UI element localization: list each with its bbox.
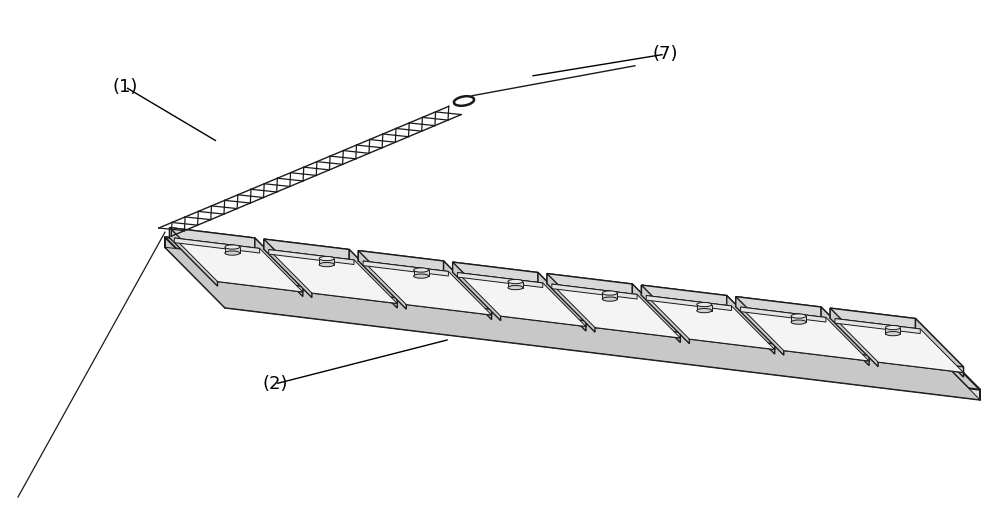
Polygon shape [641,285,727,306]
Polygon shape [821,307,869,366]
Ellipse shape [602,291,617,295]
Polygon shape [736,297,869,356]
Polygon shape [830,308,915,329]
Polygon shape [170,228,255,248]
Polygon shape [885,328,900,333]
Polygon shape [547,274,680,332]
Polygon shape [319,258,334,265]
Polygon shape [741,307,826,322]
Ellipse shape [225,245,240,249]
Polygon shape [646,296,732,310]
Ellipse shape [319,262,334,267]
Polygon shape [508,281,523,288]
Polygon shape [225,247,240,253]
Polygon shape [174,238,260,253]
Polygon shape [406,299,492,315]
Polygon shape [255,238,303,297]
Polygon shape [453,262,538,282]
Ellipse shape [319,256,334,260]
Polygon shape [689,333,775,349]
Polygon shape [165,237,225,308]
Polygon shape [264,239,397,298]
Ellipse shape [885,326,900,330]
Polygon shape [736,297,784,355]
Polygon shape [165,237,920,339]
Ellipse shape [414,274,429,278]
Polygon shape [414,270,429,276]
Text: (7): (7) [652,45,678,63]
Polygon shape [165,237,980,390]
Polygon shape [920,329,980,400]
Polygon shape [547,274,595,332]
Ellipse shape [508,286,523,290]
Polygon shape [358,250,444,271]
Ellipse shape [602,297,617,301]
Polygon shape [595,322,680,338]
Polygon shape [538,272,586,331]
Polygon shape [552,284,680,338]
Text: (1): (1) [112,78,138,96]
Polygon shape [444,261,492,320]
Ellipse shape [508,279,523,284]
Polygon shape [349,249,397,308]
Polygon shape [363,261,492,315]
Polygon shape [457,272,543,288]
Polygon shape [453,262,586,321]
Polygon shape [697,305,712,311]
Ellipse shape [225,251,240,255]
Polygon shape [835,319,920,333]
Polygon shape [602,293,617,299]
Polygon shape [736,297,821,317]
Polygon shape [646,296,775,349]
Polygon shape [830,308,878,367]
Polygon shape [784,345,869,361]
Ellipse shape [791,314,806,318]
Ellipse shape [697,302,712,307]
Polygon shape [552,284,637,299]
Polygon shape [547,274,632,294]
Polygon shape [363,261,448,276]
Polygon shape [727,296,775,354]
Text: (2): (2) [262,375,288,393]
Polygon shape [878,357,963,372]
Polygon shape [225,298,980,400]
Ellipse shape [885,331,900,336]
Polygon shape [641,285,775,344]
Polygon shape [264,239,312,298]
Polygon shape [170,228,303,286]
Polygon shape [358,250,492,309]
Polygon shape [269,249,397,304]
Polygon shape [791,316,806,322]
Ellipse shape [791,320,806,324]
Ellipse shape [414,268,429,272]
Polygon shape [457,272,586,327]
Polygon shape [632,284,680,342]
Ellipse shape [697,309,712,313]
Polygon shape [501,310,586,327]
Polygon shape [835,319,963,372]
Polygon shape [218,276,303,292]
Polygon shape [641,285,689,343]
Polygon shape [170,228,218,286]
Polygon shape [915,319,963,377]
Polygon shape [358,250,406,309]
Polygon shape [269,249,354,265]
Polygon shape [264,239,349,260]
Polygon shape [830,308,963,367]
Polygon shape [174,238,303,292]
Polygon shape [165,247,980,400]
Polygon shape [453,262,501,321]
Polygon shape [312,288,397,304]
Polygon shape [741,307,869,361]
